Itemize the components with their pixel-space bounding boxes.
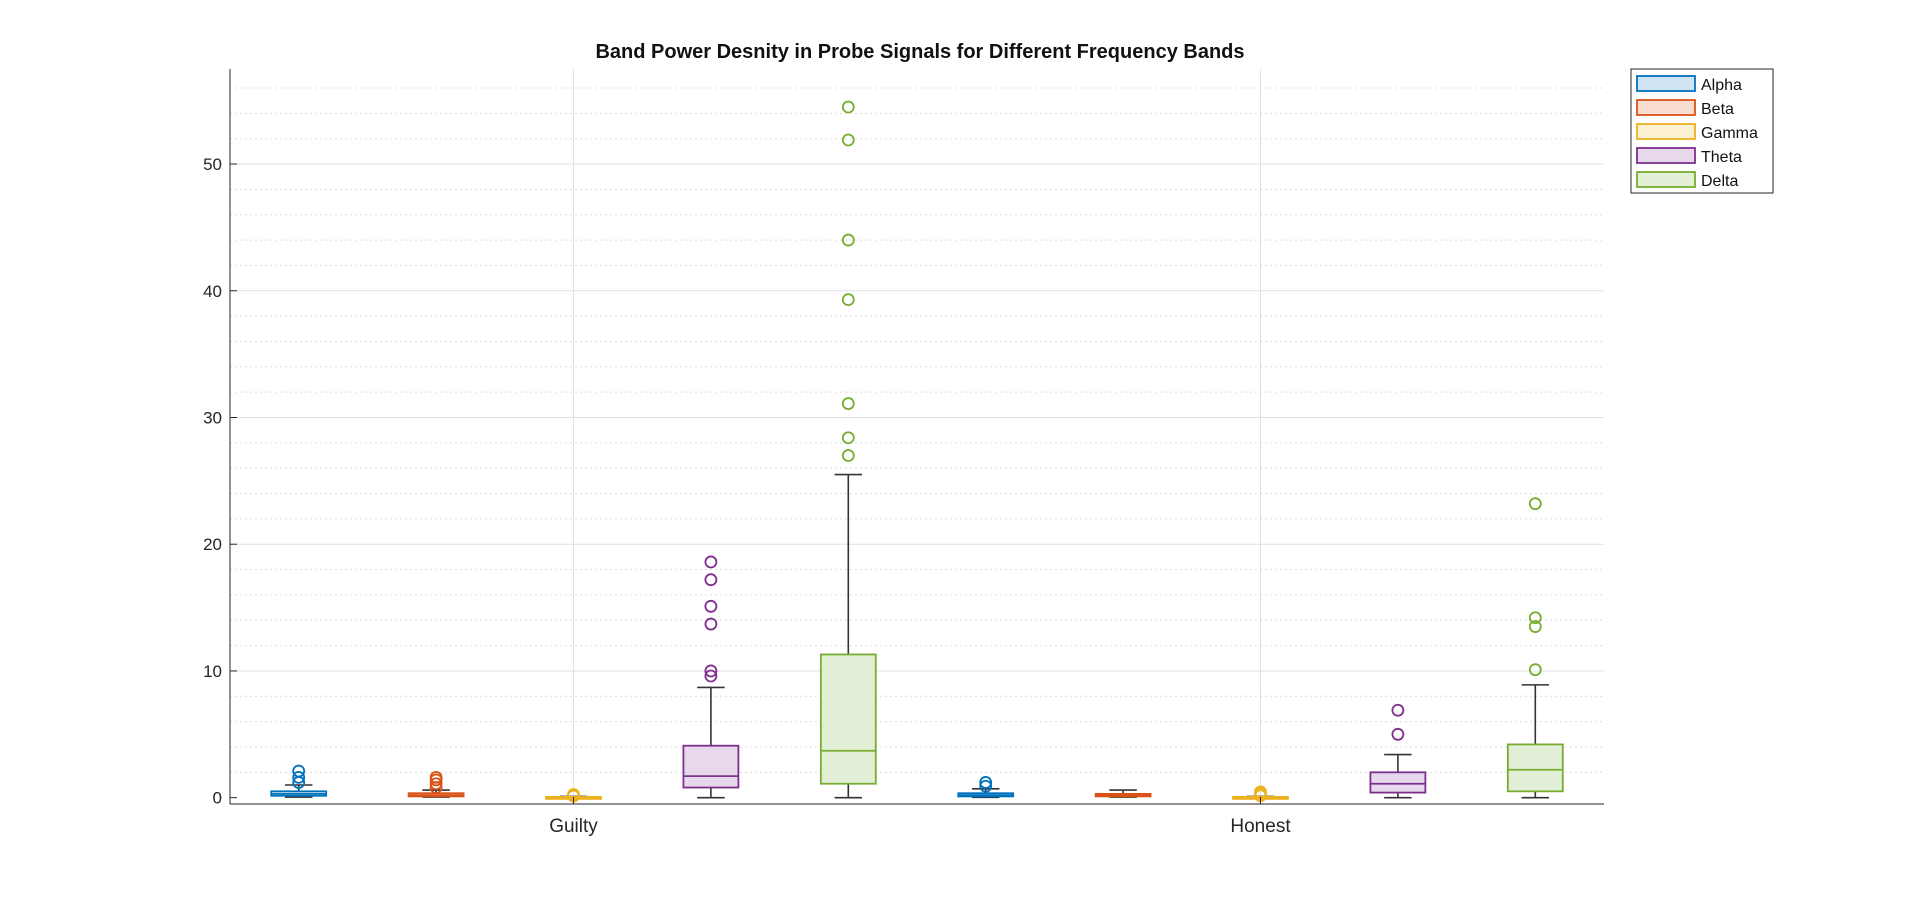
outlier-point: [979, 779, 993, 793]
outlier-point: [841, 449, 855, 462]
outlier-point: [704, 573, 718, 587]
box-beta-honest: [1094, 789, 1152, 798]
outlier-point: [841, 100, 855, 114]
box-iqr: [1506, 743, 1564, 793]
outlier-point: [292, 770, 306, 784]
box-iqr: [819, 653, 877, 785]
grid-lines: [230, 69, 1604, 804]
box-theta-guilty: [682, 555, 740, 799]
y-tick-label: 20: [203, 535, 222, 554]
outlier-point: [841, 397, 855, 410]
legend-swatch: [1636, 171, 1696, 188]
outlier-point: [1528, 497, 1542, 511]
box-iqr: [1369, 771, 1427, 794]
y-tick-label: 40: [203, 282, 222, 301]
y-tick-label: 10: [203, 662, 222, 681]
outlier-point: [1391, 727, 1405, 741]
outlier-point: [429, 770, 443, 784]
legend-swatch: [1636, 147, 1696, 164]
outlier-point: [704, 555, 718, 569]
outlier-point: [1391, 703, 1405, 717]
box-theta-honest: [1369, 703, 1427, 799]
outlier-point: [429, 777, 443, 791]
box-delta-guilty: [819, 100, 877, 799]
outlier-point: [704, 664, 718, 678]
axes: [229, 69, 1604, 805]
outlier-point: [292, 764, 306, 778]
x-tick-label: Guilty: [549, 816, 598, 837]
outlier-point: [841, 431, 855, 445]
x-tick-label: Honest: [1230, 816, 1291, 837]
outlier-point: [1528, 620, 1542, 633]
chart-title: Band Power Desnity in Probe Signals for …: [595, 41, 1244, 63]
box-alpha-honest: [957, 776, 1015, 799]
outlier-point: [841, 293, 855, 307]
legend-swatch: [1636, 75, 1696, 92]
legend-label: Alpha: [1701, 77, 1742, 94]
legend-swatch: [1636, 123, 1696, 140]
y-tick-label: 30: [203, 408, 222, 427]
box-delta-honest: [1506, 497, 1564, 799]
box-alpha-guilty: [270, 764, 328, 798]
legend-label: Delta: [1701, 173, 1738, 190]
outlier-point: [1528, 663, 1542, 677]
outlier-point: [704, 669, 718, 683]
y-tick-labels: 0 10 20 30 40 50: [203, 155, 222, 808]
legend-label: Gamma: [1701, 125, 1758, 142]
legend: Alpha Beta Gamma Theta Delta: [1630, 68, 1774, 194]
outlier-point: [841, 233, 855, 247]
outlier-point: [704, 599, 718, 613]
box-iqr: [682, 744, 740, 789]
x-tick-labels: Guilty Honest: [549, 816, 1291, 837]
plot-series: [270, 100, 1564, 803]
outlier-point: [979, 776, 993, 789]
box-beta-guilty: [407, 770, 465, 798]
y-tick-label: 50: [203, 155, 222, 174]
y-tick-label: 0: [213, 789, 222, 808]
legend-swatch: [1636, 99, 1696, 116]
outlier-point: [841, 133, 855, 147]
outlier-point: [1528, 611, 1542, 625]
legend-label: Theta: [1701, 149, 1742, 166]
outlier-point: [704, 617, 718, 631]
legend-label: Beta: [1701, 101, 1734, 118]
